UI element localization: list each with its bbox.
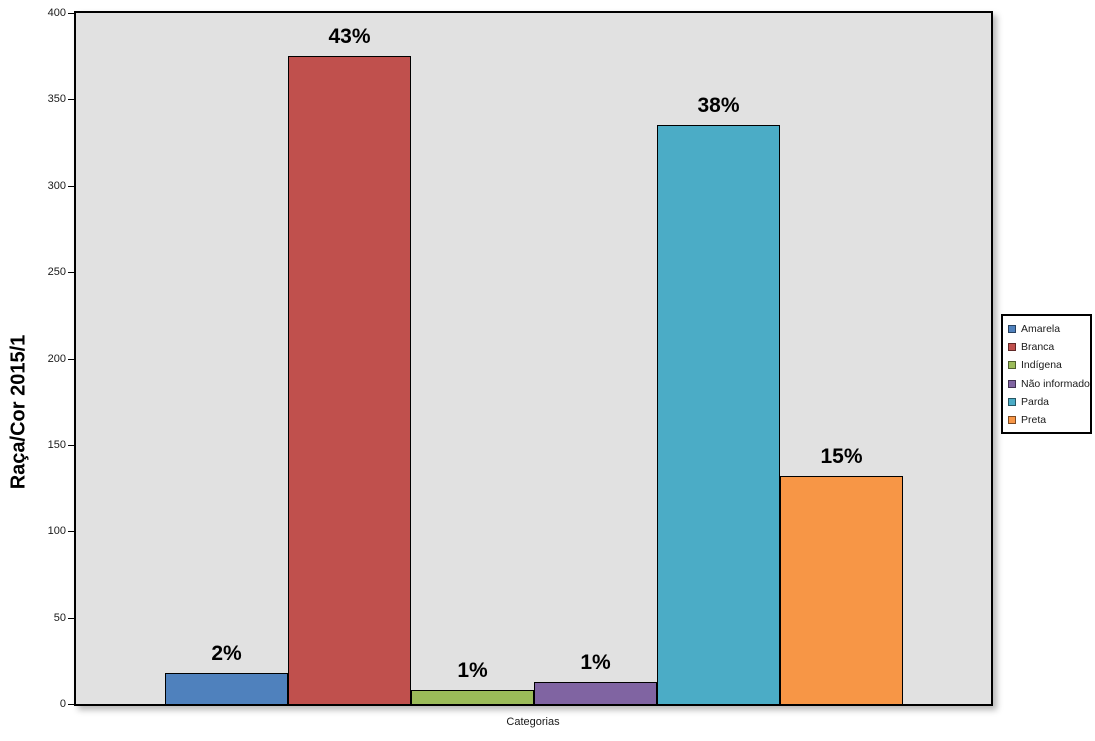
- x-axis-title: Categorias: [506, 716, 560, 728]
- y-tick-label-50: 50: [53, 611, 66, 624]
- value-label-parda: 38%: [697, 94, 740, 118]
- value-label-amarela: 2%: [211, 641, 242, 665]
- legend-swatch-amarela: [1008, 324, 1016, 333]
- y-tick-label-350: 350: [47, 93, 66, 106]
- y-tick-mark-300: [68, 185, 74, 187]
- legend-swatch-indigena: [1008, 361, 1016, 370]
- y-tick-mark-150: [68, 444, 74, 446]
- legend-item-preta: Preta: [1008, 413, 1086, 428]
- bar-amarela: [165, 672, 288, 704]
- legend-item-amarela: Amarela: [1008, 321, 1086, 336]
- value-label-nao-informado: 1%: [580, 650, 611, 674]
- y-tick-label-100: 100: [47, 525, 66, 538]
- legend-swatch-preta: [1008, 416, 1016, 425]
- legend-label-preta: Preta: [1021, 414, 1047, 427]
- y-tick-label-300: 300: [47, 179, 66, 192]
- legend-swatch-nao-informado: [1008, 379, 1016, 388]
- legend-label-indigena: Indígena: [1021, 359, 1062, 372]
- y-tick-mark-0: [68, 704, 74, 705]
- legend: Amarela Branca Indígena Não informado Parda P…: [1001, 314, 1092, 434]
- y-tick-mark-400: [68, 13, 74, 14]
- y-tick-label-0: 0: [59, 698, 66, 710]
- y-tick-mark-200: [68, 358, 74, 360]
- plot-area: 2% 43% 1% 1% 38% 15%: [74, 11, 993, 706]
- legend-label-parda: Parda: [1021, 396, 1050, 409]
- legend-item-nao-informado: Não informado: [1008, 376, 1090, 391]
- legend-item-indigena: Indígena: [1008, 358, 1086, 373]
- value-label-preta: 15%: [820, 444, 863, 468]
- bar-nao-informado: [534, 681, 657, 704]
- legend-item-parda: Parda: [1008, 395, 1086, 410]
- legend-label-nao-informado: Não informado: [1021, 377, 1090, 390]
- value-label-indigena: 1%: [457, 659, 488, 683]
- legend-item-branca: Branca: [1008, 339, 1086, 354]
- bar-indigena: [411, 690, 534, 704]
- y-tick-label-400: 400: [47, 7, 66, 19]
- y-tick-label-150: 150: [47, 438, 66, 451]
- y-tick-mark-250: [68, 272, 74, 274]
- legend-swatch-parda: [1008, 398, 1016, 407]
- y-tick-mark-50: [68, 617, 74, 619]
- legend-swatch-branca: [1008, 342, 1016, 351]
- legend-label-branca: Branca: [1021, 340, 1055, 353]
- value-label-branca: 43%: [328, 25, 371, 49]
- y-tick-mark-100: [68, 531, 74, 533]
- y-tick-mark-350: [68, 99, 74, 101]
- bar-branca: [288, 56, 411, 704]
- bar-preta: [780, 475, 903, 704]
- y-tick-label-250: 250: [47, 266, 66, 279]
- legend-label-amarela: Amarela: [1021, 322, 1061, 335]
- bar-parda: [657, 125, 780, 704]
- bars-container: 2% 43% 1% 1% 38% 15%: [76, 13, 991, 704]
- y-tick-label-200: 200: [47, 352, 66, 365]
